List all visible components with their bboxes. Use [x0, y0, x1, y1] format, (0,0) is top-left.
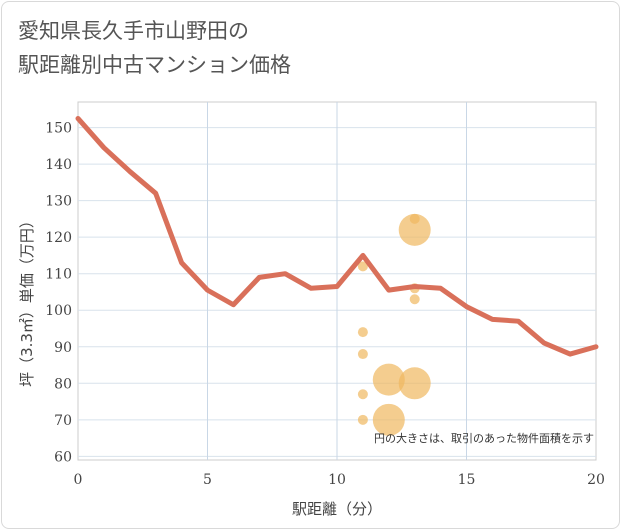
- size-annotation: 円の大きさは、取引のあった物件面積を示す: [374, 431, 594, 445]
- y-tick-label: 70: [54, 413, 72, 429]
- series-line: [75, 115, 599, 357]
- scatter-point: [372, 363, 405, 396]
- x-tick-label: 10: [328, 472, 346, 488]
- line-series: [75, 115, 599, 357]
- scatter-point: [398, 213, 431, 246]
- y-tick-label: 100: [45, 303, 72, 319]
- chart-title: 愛知県長久手市山野田の 駅距離別中古マンション価格: [18, 14, 538, 82]
- scatter-points: [357, 213, 431, 436]
- y-tick-label: 130: [45, 194, 72, 210]
- scatter-point: [357, 261, 368, 272]
- x-tick-label: 0: [74, 472, 83, 488]
- scatter-point: [357, 349, 368, 360]
- x-axis-label: 駅距離（分）: [292, 500, 382, 518]
- scatter-point: [357, 327, 368, 338]
- y-tick-label: 140: [45, 157, 72, 173]
- y-axis-label: 坪（3.3㎡）単価（万円）: [18, 213, 36, 387]
- scatter-point: [357, 389, 368, 400]
- scatter-point: [372, 403, 405, 436]
- scatter-point: [398, 367, 431, 400]
- title-line-1: 愛知県長久手市山野田の: [18, 19, 249, 43]
- y-tick-label: 110: [45, 267, 72, 283]
- scatter-point: [357, 414, 368, 425]
- y-tick-label: 60: [54, 449, 72, 465]
- scatter-point: [409, 294, 420, 305]
- x-tick-label: 20: [587, 472, 605, 488]
- tick-labels: 60 70 80 90 100 110 120 130 140 150 0 5 10 15 20: [45, 121, 605, 488]
- y-tick-label: 150: [45, 121, 72, 137]
- grid: [78, 102, 596, 460]
- x-tick-label: 5: [203, 472, 212, 488]
- y-tick-label: 120: [45, 230, 72, 246]
- title-line-2: 駅距離別中古マンション価格: [18, 53, 291, 77]
- y-tick-label: 80: [54, 376, 72, 392]
- y-tick-label: 90: [54, 340, 72, 356]
- x-tick-label: 15: [458, 472, 476, 488]
